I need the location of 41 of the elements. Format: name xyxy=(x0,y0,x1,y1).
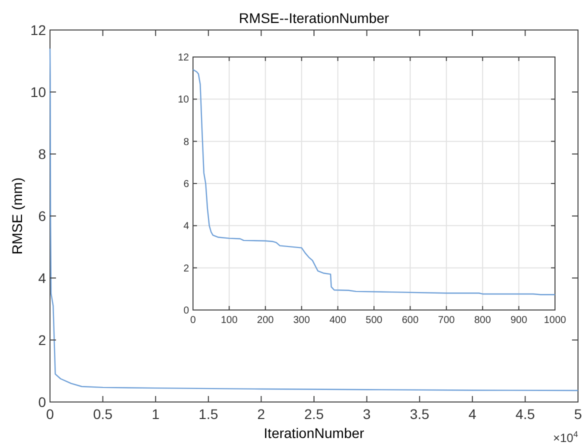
x-tick-label: 500 xyxy=(366,315,383,326)
y-tick-label: 2 xyxy=(183,263,190,274)
x-tick-label: 0 xyxy=(190,315,196,326)
y-axis-title: RMSE (mm) xyxy=(9,178,25,254)
y-tick-label: 12 xyxy=(178,52,190,64)
x-tick-label: 100 xyxy=(220,315,238,326)
y-tick-label: 10 xyxy=(178,94,190,106)
y-tick-label: 4 xyxy=(183,221,190,232)
line-series xyxy=(49,48,579,392)
y-tick-label: 6 xyxy=(183,179,190,190)
x-tick-label: 800 xyxy=(474,315,492,326)
x-tick-label: 700 xyxy=(438,315,456,326)
y-tick-label: 8 xyxy=(183,136,190,148)
x-tick-label: 3.5 xyxy=(410,406,430,422)
x-tick-label: 1 xyxy=(152,406,160,422)
y-tick-label: 2 xyxy=(38,332,46,348)
x-tick-label: 4.5 xyxy=(515,406,536,422)
x-tick-label: 2 xyxy=(257,406,266,422)
x-tick-label: 5 xyxy=(574,406,582,422)
y-tick-label: 4 xyxy=(38,270,46,286)
x-tick-label: 400 xyxy=(329,315,347,326)
x-tick-label: 1000 xyxy=(544,315,567,326)
y-tick-label: 10 xyxy=(30,84,46,100)
line-series xyxy=(192,69,556,296)
x-tick-label: 200 xyxy=(257,315,274,326)
y-tick-label: 0 xyxy=(38,394,46,410)
x-tick-label: 1.5 xyxy=(198,406,218,422)
y-tick-label: 12 xyxy=(30,22,46,38)
x-tick-label: 0.5 xyxy=(93,406,113,422)
x-tick-label: 600 xyxy=(402,315,419,326)
x-tick-label: 300 xyxy=(293,315,310,326)
x-axis-title: IterationNumber xyxy=(264,425,365,441)
x-tick-label: 2.5 xyxy=(304,406,324,422)
chart-title: RMSE--IterationNumber xyxy=(238,10,390,26)
x-tick-label: 3 xyxy=(362,406,371,422)
x-tick-label: 4 xyxy=(468,406,476,422)
text: ×10$^{4}$ xyxy=(552,429,578,445)
y-tick-label: 0 xyxy=(183,306,190,316)
y-tick-label: 6 xyxy=(38,208,46,224)
y-tick-label: 8 xyxy=(38,146,46,162)
x-tick-label: 900 xyxy=(510,315,528,326)
